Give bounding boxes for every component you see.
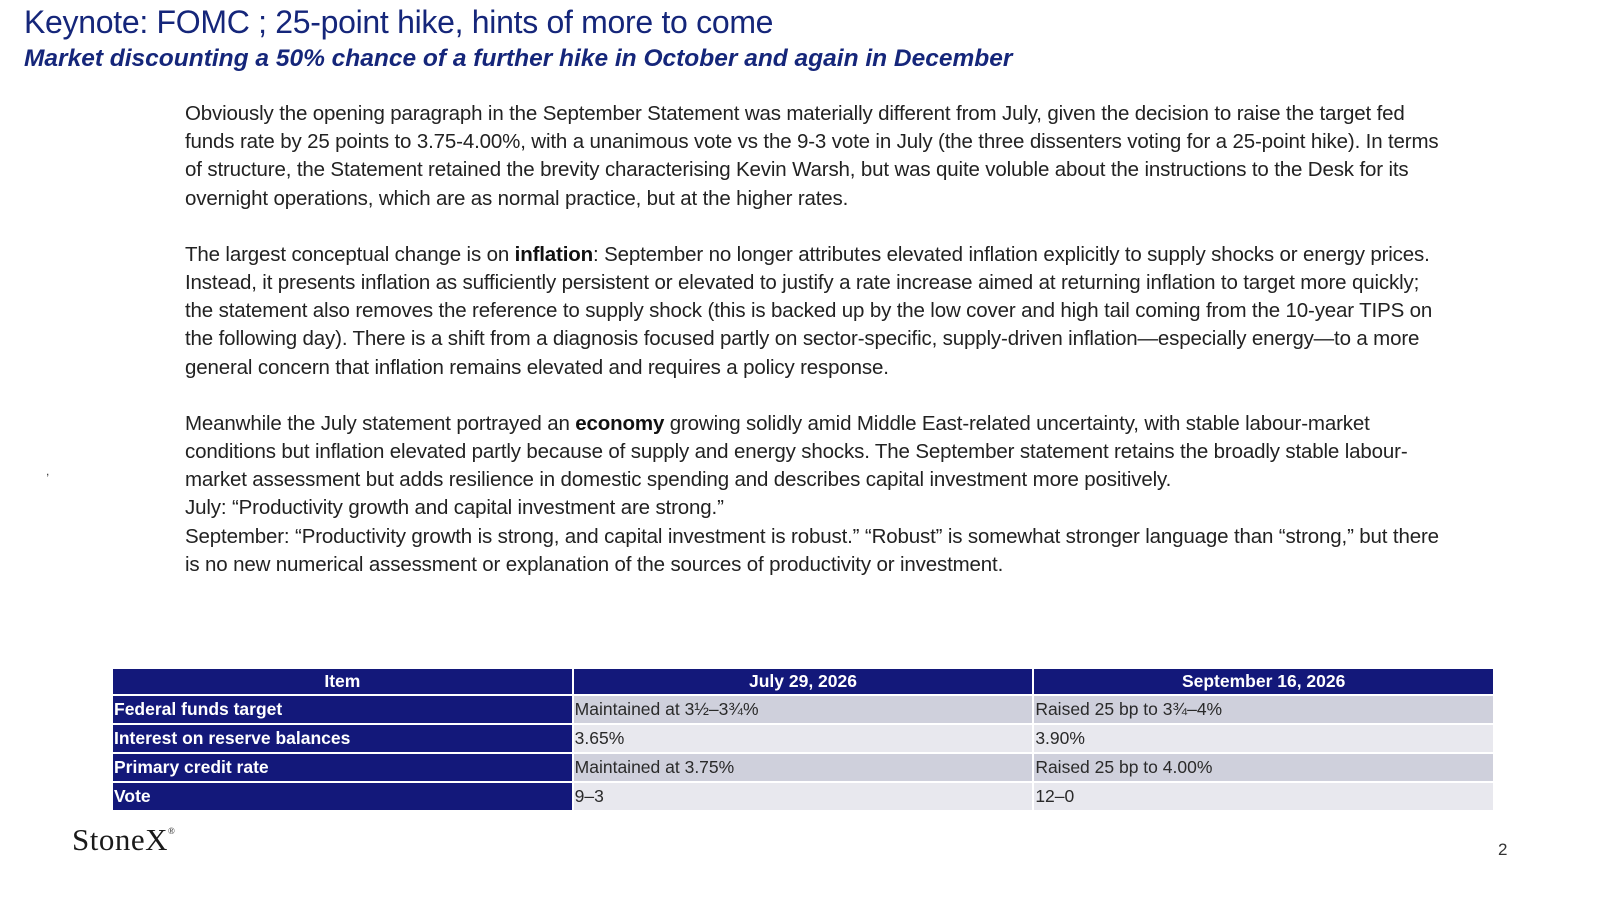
- table-header-row: Item July 29, 2026 September 16, 2026: [113, 669, 1493, 694]
- july-value: 3.65%: [573, 725, 1033, 752]
- header-item: Item: [113, 669, 572, 694]
- table-row: Primary credit rate Maintained at 3.75% …: [113, 754, 1493, 781]
- row-label: Primary credit rate: [113, 754, 572, 781]
- header-july: July 29, 2026: [573, 669, 1033, 694]
- july-value: Maintained at 3.75%: [573, 754, 1033, 781]
- september-value: 12–0: [1034, 783, 1493, 810]
- logo-text: StoneX: [72, 822, 168, 857]
- paragraph-economy-lead: Meanwhile the July statement portrayed a…: [185, 411, 576, 435]
- table-row: Federal funds target Maintained at 3½–3¾…: [113, 696, 1493, 723]
- row-label: Vote: [113, 783, 572, 810]
- july-value: Maintained at 3½–3¾%: [573, 696, 1033, 723]
- slide-subtitle: Market discounting a 50% chance of a fur…: [24, 45, 1013, 72]
- row-label: Interest on reserve balances: [113, 725, 572, 752]
- paragraph-economy: Meanwhile the July statement portrayed a…: [185, 410, 1445, 495]
- body-text: Obviously the opening paragraph in the S…: [185, 100, 1445, 579]
- paragraph-inflation-rest: : September no longer attributes elevate…: [185, 242, 1433, 379]
- page-number: 2: [1498, 840, 1508, 859]
- paragraph-economy-rest: growing solidly amid Middle East-related…: [185, 411, 1408, 492]
- slide-title: Keynote: FOMC ; 25-point hike, hints of …: [24, 4, 774, 40]
- stray-mark: ,: [46, 464, 50, 478]
- paragraph-opening: Obviously the opening paragraph in the S…: [185, 102, 1439, 210]
- september-quote: September: “Productivity growth is stron…: [185, 524, 1439, 576]
- row-label: Federal funds target: [113, 696, 572, 723]
- comparison-table: Item July 29, 2026 September 16, 2026 Fe…: [111, 667, 1495, 812]
- inflation-keyword: inflation: [514, 242, 594, 266]
- header-september: September 16, 2026: [1034, 669, 1493, 694]
- september-value: Raised 25 bp to 3¾–4%: [1034, 696, 1493, 723]
- september-value: 3.90%: [1034, 725, 1493, 752]
- table-row: Vote 9–3 12–0: [113, 783, 1493, 810]
- september-value: Raised 25 bp to 4.00%: [1034, 754, 1493, 781]
- table-row: Interest on reserve balances 3.65% 3.90%: [113, 725, 1493, 752]
- paragraph-inflation: The largest conceptual change is on infl…: [185, 241, 1445, 382]
- stonex-logo: StoneX®: [72, 822, 175, 858]
- july-quote: July: “Productivity growth and capital i…: [185, 496, 724, 520]
- logo-registered-mark: ®: [168, 826, 176, 836]
- economy-keyword: economy: [575, 411, 665, 435]
- july-value: 9–3: [573, 783, 1033, 810]
- paragraph-inflation-lead: The largest conceptual change is on: [185, 242, 515, 266]
